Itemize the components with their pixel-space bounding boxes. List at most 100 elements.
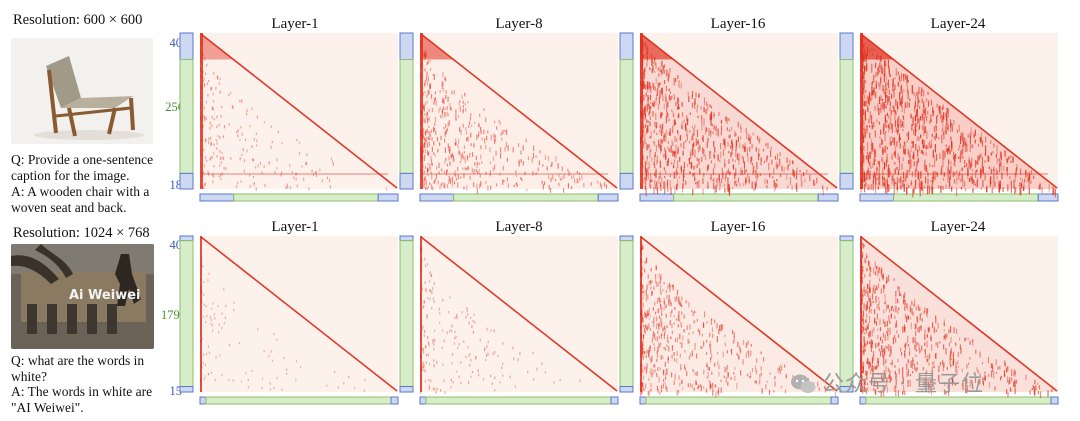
row1-col1-attn-mark xyxy=(200,106,202,110)
row1-col3-attn-mark xyxy=(648,111,650,116)
row1-col3-attn-mark xyxy=(641,112,643,116)
row2-col4-attn-mark xyxy=(860,298,863,304)
row1-col3-attn-mark xyxy=(663,64,666,68)
row2-col4-attn-mark xyxy=(1037,382,1039,386)
row1-col1-attn-mark xyxy=(201,75,203,79)
row2-col3-attn-mark xyxy=(697,328,699,332)
row1-col3-attn-mark xyxy=(776,161,778,170)
row2-col3-attn-mark xyxy=(674,307,676,310)
row1-col3-attn-mark xyxy=(751,181,753,189)
row1-col3-attn-mark xyxy=(640,66,642,71)
row2-col1-attn-mark xyxy=(285,372,288,375)
row1-col3-attn-mark xyxy=(718,173,720,181)
row1-col4-attn-mark xyxy=(912,142,914,149)
row1-col4-attn-mark xyxy=(1013,179,1015,189)
row1-col4-attn-mark xyxy=(898,115,900,119)
row1-col4-attn-mark xyxy=(897,71,899,76)
row1-col2-attn-mark xyxy=(450,107,453,112)
row2-col4-attn-mark xyxy=(861,270,864,275)
row1-col3-attn-mark xyxy=(691,125,694,129)
row2-col3-attn-mark xyxy=(641,364,643,367)
row1-col4-attn-mark xyxy=(912,188,914,198)
row2-col3-attn-mark xyxy=(662,370,665,376)
row2-col3-attn-mark xyxy=(653,346,656,352)
row1-col2-attn-mark xyxy=(449,149,451,153)
row1-col3-attn-mark xyxy=(649,81,651,88)
row2-col3-attn-mark xyxy=(706,364,708,368)
row1-col2-attn-mark xyxy=(440,183,442,186)
row1-col1-attn-mark xyxy=(200,67,202,72)
row1-col1-attn-mark xyxy=(306,153,308,157)
row1-col4-attn-mark xyxy=(956,175,958,185)
row1-col3-attn-mark xyxy=(696,157,698,161)
row2-col4-attn-mark xyxy=(869,299,871,307)
row2-col4-attn-mark xyxy=(886,331,888,334)
row1-col2-attn-mark xyxy=(439,107,441,110)
row2-col3-attn-mark xyxy=(642,352,644,357)
row1-col2-attn-mark xyxy=(445,94,447,99)
row2-col3-attn-mark xyxy=(650,286,652,290)
row1-col2-attn-mark xyxy=(466,185,468,191)
row1-col1-attn-mark xyxy=(246,109,248,113)
row1-col1-attn-mark xyxy=(200,43,202,46)
row2-col4-attn-mark xyxy=(860,291,862,295)
row1-col4-attn-mark xyxy=(881,98,884,102)
row1-col3-attn-mark xyxy=(726,117,728,124)
row1-col4-attn-mark xyxy=(887,59,889,69)
row2-col2-attn-mark xyxy=(493,350,496,354)
row1-col4-attn-mark xyxy=(972,168,974,172)
row1-col4-attn-mark xyxy=(883,104,885,112)
row1-col2-attn-mark xyxy=(480,181,482,187)
row1-col3-attn-mark xyxy=(659,175,661,179)
row2-col4-attn-mark xyxy=(1014,387,1016,395)
row1-col4-attn-mark xyxy=(863,173,865,183)
row1-col2-attn-mark xyxy=(444,147,446,153)
row1-col2-attn-mark xyxy=(542,164,544,167)
row1-col2-text-band xyxy=(420,173,609,175)
row1-col4-attn-mark xyxy=(860,110,862,113)
row1-col4-attn-mark xyxy=(962,144,964,154)
row1-col4-attn-mark xyxy=(909,155,911,164)
row2-col2-attn-mark xyxy=(502,362,504,365)
row1-col3-attn-mark xyxy=(649,67,651,71)
row1-col4-attn-mark xyxy=(899,137,901,140)
row1-col4-attn-mark xyxy=(885,82,887,91)
row2-col4-attn-mark xyxy=(875,343,877,349)
row1-col2-attn-mark xyxy=(490,134,492,141)
row2-col3-attn-mark xyxy=(675,338,677,342)
row1-col4-attn-mark xyxy=(998,158,1000,162)
row2-col4-attn-mark xyxy=(862,266,864,272)
row1-col3-attn-mark xyxy=(730,152,732,158)
row1-col1-diagonal xyxy=(200,33,398,189)
row2-col3-attn-mark xyxy=(710,348,712,354)
row2-col2-xbar-text xyxy=(610,396,619,405)
row2-col3-attn-mark xyxy=(686,325,688,331)
row1-col3-attn-mark xyxy=(663,103,665,110)
row1-col2-attn-mark xyxy=(483,108,485,111)
row1-col3-attn-mark xyxy=(724,177,726,182)
row1-col3-attn-mark xyxy=(677,178,679,186)
row2-col1-attn-mark xyxy=(209,316,211,319)
row1-col4-attn-mark xyxy=(1019,177,1022,180)
row1-col2-attn-mark xyxy=(433,102,435,105)
row2-col4-attn-mark xyxy=(904,390,906,396)
row2-col1-attn-mark xyxy=(201,301,203,304)
row1-col3-attn-mark xyxy=(677,97,679,105)
row1-col2-attn-mark xyxy=(441,83,443,89)
row2-col4-attn-mark xyxy=(953,358,955,363)
row2-col4-attn-mark xyxy=(900,352,903,356)
row1-col3-attn-mark xyxy=(746,147,748,156)
row2-col1-attn-mark xyxy=(232,379,234,382)
row2-col3-attn-mark xyxy=(696,318,698,322)
row2-col2-attn-mark xyxy=(454,316,456,319)
row1-col2-attn-mark xyxy=(459,160,462,164)
row1-col1-attn-mark xyxy=(218,82,220,85)
row1-col4-attn-mark xyxy=(906,133,908,137)
row2-col3-attn-mark xyxy=(681,379,683,384)
row1-col4-density-wash xyxy=(860,33,1058,189)
row2-col4-attn-mark xyxy=(864,349,867,352)
row2-col3-attn-mark xyxy=(674,373,676,380)
row1-col2-xbar-system xyxy=(419,193,455,202)
row2-col4-attn-mark xyxy=(928,362,930,366)
row1-col3-attn-mark xyxy=(651,82,654,88)
